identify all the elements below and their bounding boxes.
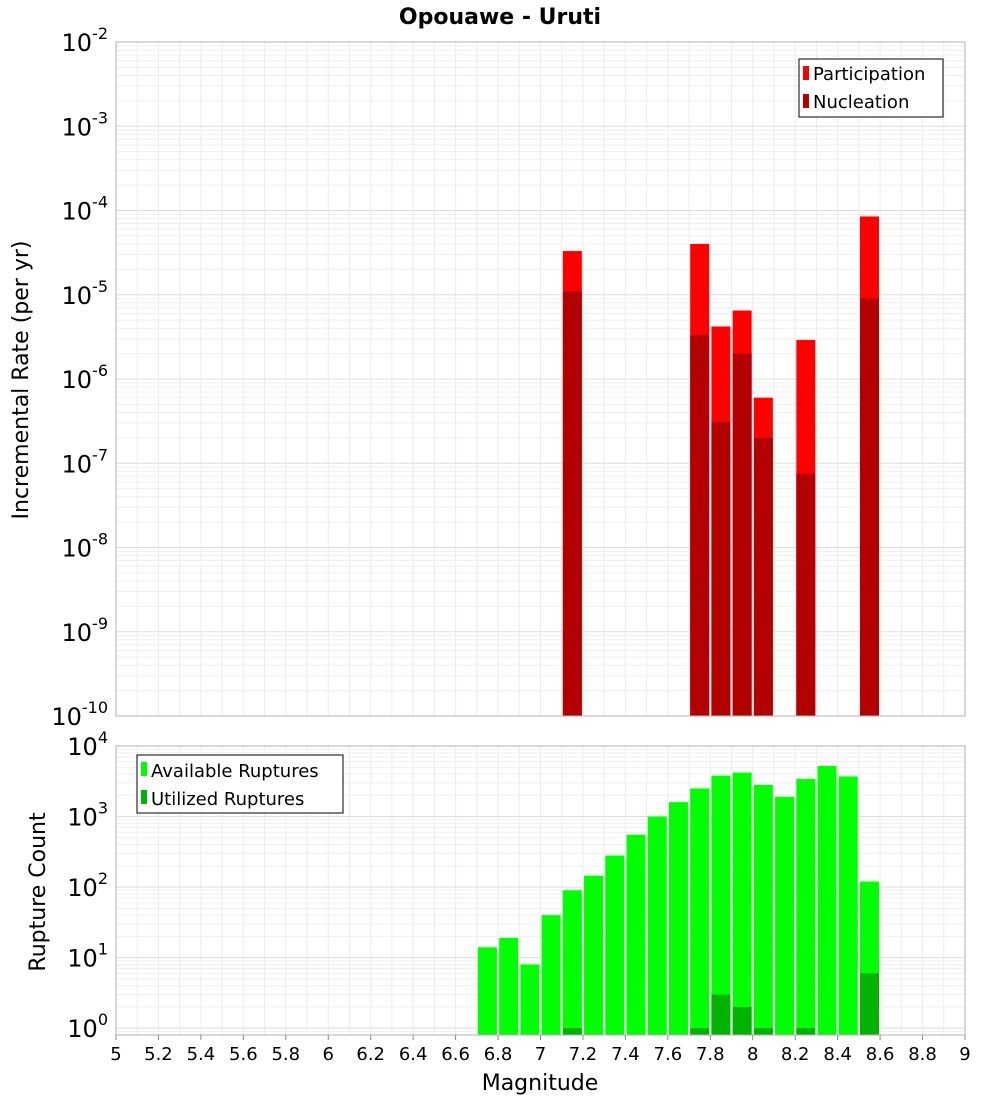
x-tick-label: 6.4: [399, 1044, 428, 1065]
rate-legend-box: [798, 58, 944, 118]
x-tick-label: 5.2: [144, 1044, 173, 1065]
x-tick-label: 9: [959, 1044, 970, 1065]
x-tick-label: 5.8: [271, 1044, 300, 1065]
count-bar-utilized-ruptures: [562, 1028, 582, 1035]
count-y-tick-label: 102: [67, 869, 108, 902]
count-bar-available-ruptures: [541, 915, 561, 1035]
count-bar-available-ruptures: [626, 834, 646, 1035]
rate-bar-nucleation: [753, 437, 773, 716]
count-bar-utilized-ruptures: [796, 1028, 816, 1035]
participation-legend-label: Participation: [813, 64, 925, 85]
rate-bar-nucleation: [859, 298, 879, 716]
count-y-tick-label: 101: [67, 940, 108, 973]
count-bar-available-ruptures: [817, 766, 837, 1035]
count-bar-available-ruptures: [690, 788, 710, 1035]
count-bar-available-ruptures: [477, 947, 497, 1035]
x-tick-label: 6.6: [441, 1044, 470, 1065]
x-tick-label: 5.6: [229, 1044, 258, 1065]
count-bar-utilized-ruptures: [753, 1028, 773, 1035]
rate-y-tick-label: 10-8: [62, 530, 109, 563]
rate-plot-frame: [115, 41, 966, 717]
rate-y-tick-label: 10-9: [62, 614, 109, 647]
x-ticks: 5 5.2 5.4 5.6 5.8 6 6.2 6.4 6.6 6.8 7 7.2 7.4 7.6 7.8 8…: [110, 1035, 971, 1065]
utilized-legend-label: Utilized Ruptures: [151, 789, 304, 810]
count-y-tick-label: 104: [67, 728, 108, 761]
count-bars: [477, 766, 879, 1035]
rate-y-tick-label: 10-2: [62, 24, 109, 57]
utilized-legend-swatch: [141, 790, 147, 804]
count-bar-utilized-ruptures: [690, 1028, 710, 1035]
x-tick-label: 6.2: [356, 1044, 385, 1065]
count-bar-utilized-ruptures: [859, 973, 879, 1035]
count-bar-available-ruptures: [562, 890, 582, 1035]
x-tick-label: 8.8: [908, 1044, 937, 1065]
rate-y-tick-label: 10-6: [62, 361, 109, 394]
x-tick-label: 5.4: [187, 1044, 216, 1065]
rate-bar-nucleation: [562, 291, 582, 716]
nucleation-legend-swatch: [803, 94, 809, 108]
count-bar-available-ruptures: [796, 779, 816, 1035]
rate-y-tick-label: 10-5: [62, 277, 109, 310]
x-tick-label: 7.2: [569, 1044, 598, 1065]
count-bar-utilized-ruptures: [732, 1006, 752, 1035]
x-tick-label: 8.2: [781, 1044, 810, 1065]
x-axis-label: Magnitude: [482, 1071, 599, 1096]
rate-bars: [562, 216, 879, 717]
count-bar-available-ruptures: [605, 855, 625, 1035]
participation-legend-swatch: [803, 66, 809, 80]
count-y-tick-label: 100: [67, 1010, 108, 1043]
count-bar-available-ruptures: [711, 775, 731, 1035]
rate-y-tick-label: 10-3: [62, 108, 109, 141]
count-bar-available-ruptures: [668, 802, 688, 1035]
rate-grid: [115, 42, 966, 717]
rate-y-tick-label: 10-10: [51, 698, 108, 731]
x-tick-label: 8.4: [823, 1044, 852, 1065]
count-legend-box: [136, 754, 344, 814]
count-bar-utilized-ruptures: [711, 994, 731, 1035]
x-tick-label: 7.4: [611, 1044, 640, 1065]
count-bar-available-ruptures: [584, 875, 604, 1035]
x-tick-label: 8.6: [866, 1044, 895, 1065]
rate-bar-nucleation: [711, 421, 731, 716]
available-legend-label: Available Ruptures: [151, 761, 319, 782]
count-bar-available-ruptures: [838, 776, 858, 1035]
x-tick-label: 6.8: [484, 1044, 513, 1065]
count-y-axis-label: Rupture Count: [26, 812, 51, 972]
x-tick-label: 7.8: [696, 1044, 725, 1065]
nucleation-legend-label: Nucleation: [813, 92, 909, 113]
rate-y-tick-label: 10-4: [62, 193, 109, 226]
x-tick-label: 7: [535, 1044, 546, 1065]
rate-bar-nucleation: [796, 473, 816, 716]
rate-bar-nucleation: [690, 335, 710, 716]
count-y-tick-label: 103: [67, 799, 108, 832]
chart-title: Opouawe - Uruti: [399, 5, 601, 30]
count-bar-available-ruptures: [753, 784, 773, 1035]
x-tick-label: 5: [110, 1044, 121, 1065]
x-tick-label: 7.6: [654, 1044, 683, 1065]
available-legend-swatch: [141, 762, 147, 776]
rate-legend: Participation Nucleation: [798, 58, 944, 118]
count-bar-available-ruptures: [647, 816, 667, 1035]
count-y-ticks: 100 101 102 103 104: [67, 728, 108, 1043]
count-bar-available-ruptures: [775, 796, 795, 1035]
count-bar-available-ruptures: [499, 937, 519, 1035]
count-legend: Available Ruptures Utilized Ruptures: [136, 754, 344, 814]
x-tick-label: 6: [323, 1044, 334, 1065]
x-tick-label: 8: [747, 1044, 758, 1065]
rate-y-ticks: 10-10 10-9 10-8 10-7 10-6 10-5 10-4 10-3 10-2: [51, 24, 108, 731]
count-bar-available-ruptures: [520, 964, 540, 1035]
rate-y-tick-label: 10-7: [62, 445, 109, 478]
count-bar-available-ruptures: [732, 772, 752, 1035]
rate-y-axis-label: Incremental Rate (per yr): [9, 241, 34, 520]
rate-bar-nucleation: [732, 353, 752, 716]
count-grid: [115, 746, 966, 1036]
